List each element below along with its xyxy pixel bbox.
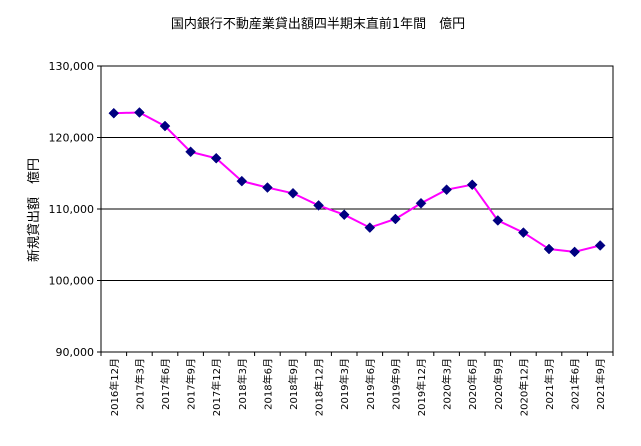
x-tick-label: 2018年6月 bbox=[261, 358, 274, 410]
data-point-marker bbox=[594, 240, 606, 251]
data-point-marker bbox=[236, 175, 248, 187]
y-axis-label: 新規貸出額 億円 bbox=[26, 158, 42, 262]
data-point-marker bbox=[108, 107, 120, 119]
x-tick-label: 2021年6月 bbox=[569, 358, 582, 410]
y-tick-label: 100,000 bbox=[49, 275, 95, 288]
data-point-marker bbox=[364, 222, 376, 233]
data-point-marker bbox=[159, 120, 171, 132]
data-point-marker bbox=[492, 215, 504, 226]
x-tick-label: 2020年3月 bbox=[441, 358, 454, 410]
x-tick-label: 2019年3月 bbox=[338, 358, 351, 410]
x-tick-label: 2019年9月 bbox=[389, 358, 402, 410]
plot-area: 90,000 100,000 110,000 120,000 130,000 2016年1… bbox=[49, 60, 614, 416]
series-line bbox=[113, 111, 601, 253]
x-tick-label: 2021年3月 bbox=[543, 358, 556, 410]
data-point-marker bbox=[518, 227, 529, 238]
data-point-marker bbox=[185, 146, 196, 158]
data-point-marker bbox=[313, 200, 324, 211]
x-tick-label: 2017年9月 bbox=[185, 358, 198, 410]
x-tick-label: 2019年6月 bbox=[364, 358, 377, 410]
y-tick-label: 120,000 bbox=[49, 132, 95, 145]
x-tick-label: 2019年12月 bbox=[415, 358, 428, 416]
y-tick-label: 130,000 bbox=[49, 60, 95, 73]
x-tick-label: 2017年12月 bbox=[210, 358, 223, 416]
x-tick-label: 2016年12月 bbox=[108, 358, 121, 416]
data-point-marker bbox=[390, 213, 401, 225]
data-point-marker bbox=[415, 197, 427, 209]
data-point-marker bbox=[466, 179, 478, 191]
data-point-marker bbox=[210, 152, 222, 164]
x-tick-label: 2018年3月 bbox=[236, 358, 249, 410]
data-point-marker bbox=[287, 187, 299, 199]
data-point-marker bbox=[543, 243, 555, 255]
x-tick-label: 2020年12月 bbox=[517, 358, 530, 416]
y-tick-label: 90,000 bbox=[56, 346, 95, 359]
data-point-marker bbox=[441, 184, 452, 196]
x-tick-label: 2017年3月 bbox=[133, 358, 146, 410]
y-tick-label: 110,000 bbox=[49, 203, 95, 216]
data-point-marker bbox=[338, 209, 350, 221]
x-tick-label: 2020年6月 bbox=[466, 358, 479, 410]
chart-title: 国内銀行不動産業貸出額四半期末直前1年間 億円 bbox=[171, 16, 465, 32]
x-tick-label: 2018年9月 bbox=[287, 358, 300, 410]
x-tick-label: 2020年9月 bbox=[492, 358, 505, 410]
data-point-marker bbox=[569, 246, 580, 258]
x-tick-label: 2018年12月 bbox=[313, 358, 326, 416]
data-point-marker bbox=[134, 107, 145, 118]
data-point-marker bbox=[262, 182, 273, 193]
x-tick-label: 2017年6月 bbox=[159, 358, 172, 410]
x-tick-label: 2021年9月 bbox=[594, 358, 607, 410]
